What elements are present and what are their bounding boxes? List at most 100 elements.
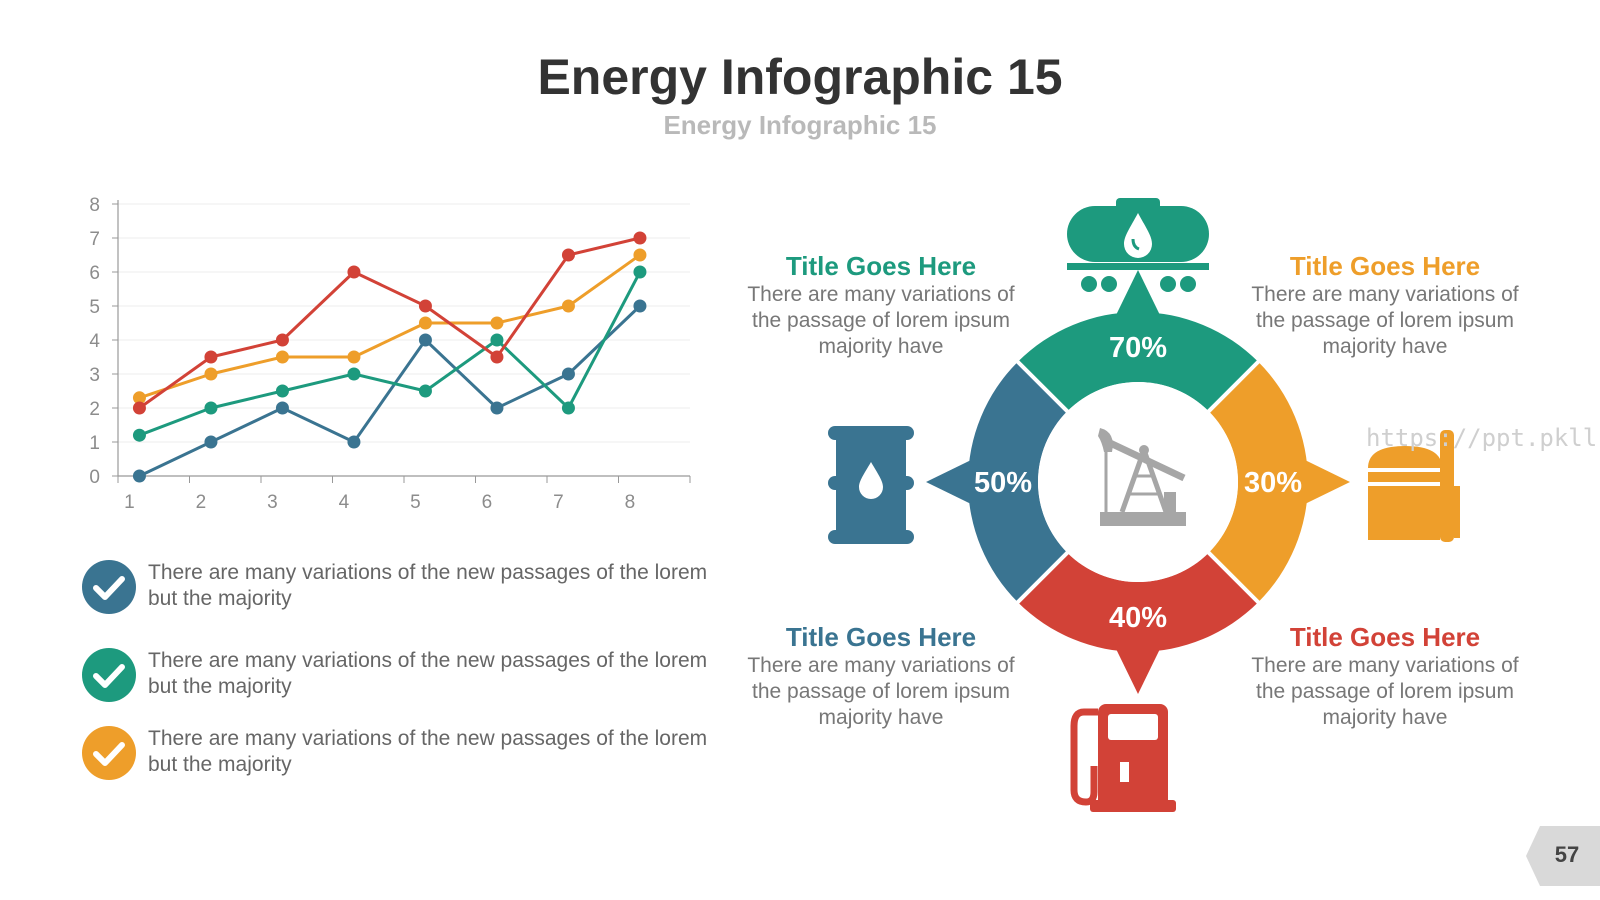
x-tick-label: 2 [196,492,207,513]
data-point [204,350,218,364]
check-circle-icon [82,648,136,702]
info-block-bottom-right: Title Goes Here There are many variation… [1250,621,1520,731]
data-point [275,350,289,364]
page-number: 57 [1554,842,1580,867]
x-tick-label: 3 [267,492,278,513]
data-point [633,248,647,262]
bullet-text: There are many variations of the new pas… [148,561,708,610]
info-block-top-right: Title Goes Here There are many variation… [1250,250,1520,360]
ring-center [1038,382,1238,582]
ring-segment [968,361,1068,603]
series-line [138,304,641,478]
oil-barrel-icon [828,426,914,544]
info-block-text: There are many variations of the passage… [747,283,1015,358]
data-point [275,333,289,347]
segment-pointer [1298,456,1350,508]
data-point [204,401,218,415]
data-point [561,299,575,313]
y-tick-label: 0 [89,467,100,488]
info-block-title: Title Goes Here [785,251,977,281]
segment-percent-label: 30% [1244,467,1302,499]
info-block-title: Title Goes Here [785,622,977,652]
data-point [347,350,361,364]
y-tick-label: 4 [89,331,100,352]
line-chart: 0 1 2 3 4 5 6 7 8 1 2 3 4 5 6 7 8 [89,195,691,513]
data-point [204,435,218,449]
bullet-text: There are many variations of the new pas… [148,649,708,698]
segment-percent-label: 40% [1109,602,1167,634]
y-tick-label: 6 [89,263,100,284]
data-point [490,401,504,415]
data-point [132,391,146,405]
y-tick-label: 8 [89,195,100,216]
data-point [490,333,504,347]
segment-divider [1205,358,1262,415]
info-block-title: Title Goes Here [1289,251,1481,281]
data-point [490,350,504,364]
oil-pumpjack-icon [1098,428,1186,526]
x-tick-label: 4 [339,492,350,513]
series-line [138,236,641,410]
info-block-text: There are many variations of the passage… [1251,654,1519,729]
ring-segment [1017,312,1259,412]
x-tick-label: 8 [625,492,636,513]
info-block-top-left: Title Goes Here There are many variation… [746,250,1016,360]
segment-divider [1014,549,1071,606]
series-line [138,253,641,400]
bullet-text: There are many variations of the new pas… [148,727,708,776]
y-tick-label: 3 [89,365,100,386]
data-point [561,367,575,381]
ring-segment [1208,361,1308,603]
data-point [418,384,432,398]
y-tick-label: 2 [89,399,100,420]
y-tick-label: 5 [89,297,100,318]
x-tick-label: 1 [124,492,135,513]
page-title: Energy Infographic 15 [537,49,1063,105]
segment-percent-label: 70% [1109,332,1167,364]
data-point [561,248,575,262]
data-point [347,265,361,279]
x-tick-label: 5 [410,492,421,513]
info-block-text: There are many variations of the passage… [1251,283,1519,358]
segment-pointer [1112,270,1164,322]
data-point [132,428,146,442]
bullet-item: There are many variations of the new pas… [82,726,722,786]
data-point [561,401,575,415]
y-tick-label: 1 [89,433,100,454]
x-tick-label: 7 [553,492,564,513]
data-point [204,367,218,381]
page-number-tab [1526,826,1600,886]
data-point [633,231,647,245]
data-point [347,367,361,381]
data-point [132,401,146,415]
data-point [132,469,146,483]
segment-pointer [1112,642,1164,694]
ring-segment [1017,552,1259,652]
data-point [633,299,647,313]
data-point [275,384,289,398]
info-block-title: Title Goes Here [1289,622,1481,652]
data-point [275,401,289,415]
data-point [418,316,432,330]
segment-divider [1014,358,1071,415]
fuel-pump-icon [1070,704,1176,812]
watermark: https://ppt.pkll.de [1366,424,1600,452]
y-tick-label: 7 [89,229,100,250]
data-point [418,299,432,313]
segment-percent-label: 50% [974,467,1032,499]
data-point [347,435,361,449]
series-line [138,271,642,437]
oil-storage-tank-icon [1368,430,1460,542]
data-point [490,316,504,330]
check-circle-icon [82,560,136,614]
page-subtitle: Energy Infographic 15 [663,110,937,140]
segment-divider [1205,549,1262,606]
data-point [418,333,432,347]
x-tick-label: 6 [482,492,493,513]
info-block-text: There are many variations of the passage… [747,654,1015,729]
info-block-bottom-left: Title Goes Here There are many variation… [746,621,1016,731]
bullet-item: There are many variations of the new pas… [82,648,722,708]
check-circle-icon [82,726,136,780]
data-point [633,265,647,279]
